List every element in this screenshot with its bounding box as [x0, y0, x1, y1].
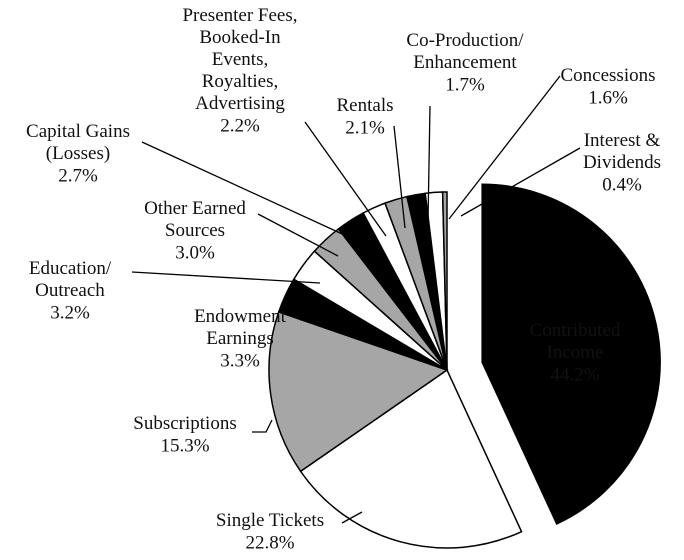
slice-label: Rentals — [337, 95, 394, 116]
leader-line — [460, 147, 581, 217]
leader-line — [304, 121, 387, 237]
leader-line — [299, 317, 313, 321]
pie-slice — [299, 368, 523, 549]
leader-line — [257, 213, 339, 257]
value-label: 2.7% — [58, 165, 98, 186]
slice-label: Single Tickets — [216, 510, 324, 531]
slice-label: Interest & Dividends — [583, 130, 661, 173]
leader-line — [427, 105, 431, 223]
leader-line — [448, 75, 561, 220]
value-label: 1.7% — [445, 74, 485, 95]
value-label: 3.2% — [50, 302, 90, 323]
value-label: 3.3% — [220, 350, 260, 371]
slice-label: Presenter Fees, Booked-In Events, Royalties… — [182, 5, 297, 114]
pie-slice — [268, 310, 449, 473]
value-label: 22.8% — [245, 532, 294, 553]
slice-label: Capital Gains (Losses) — [26, 121, 130, 164]
slice-label: Contributed Income — [530, 320, 621, 363]
leader-line — [252, 419, 273, 433]
value-label: 0.4% — [602, 174, 642, 195]
value-label: 1.6% — [588, 87, 628, 108]
slice-label: Endowment Earnings — [194, 306, 287, 349]
slice-label: Co-Production/Enhancement — [406, 30, 524, 73]
slice-label: Concessions — [561, 65, 656, 86]
value-label: 15.3% — [160, 435, 209, 456]
leader-line — [341, 511, 363, 524]
leader-line — [131, 271, 321, 284]
value-label: 44.2% — [550, 364, 599, 385]
value-label: 3.0% — [175, 242, 215, 263]
leader-line — [393, 125, 406, 229]
slice-label: Education/Outreach — [29, 258, 112, 301]
slice-label: Other Earned Sources — [144, 198, 246, 241]
slice-label: Subscriptions — [133, 413, 236, 434]
leader-line — [141, 141, 365, 245]
pie-slice — [441, 191, 448, 371]
value-label: 2.1% — [345, 117, 385, 138]
pie-slice — [481, 183, 661, 525]
value-label: 2.2% — [220, 115, 260, 136]
